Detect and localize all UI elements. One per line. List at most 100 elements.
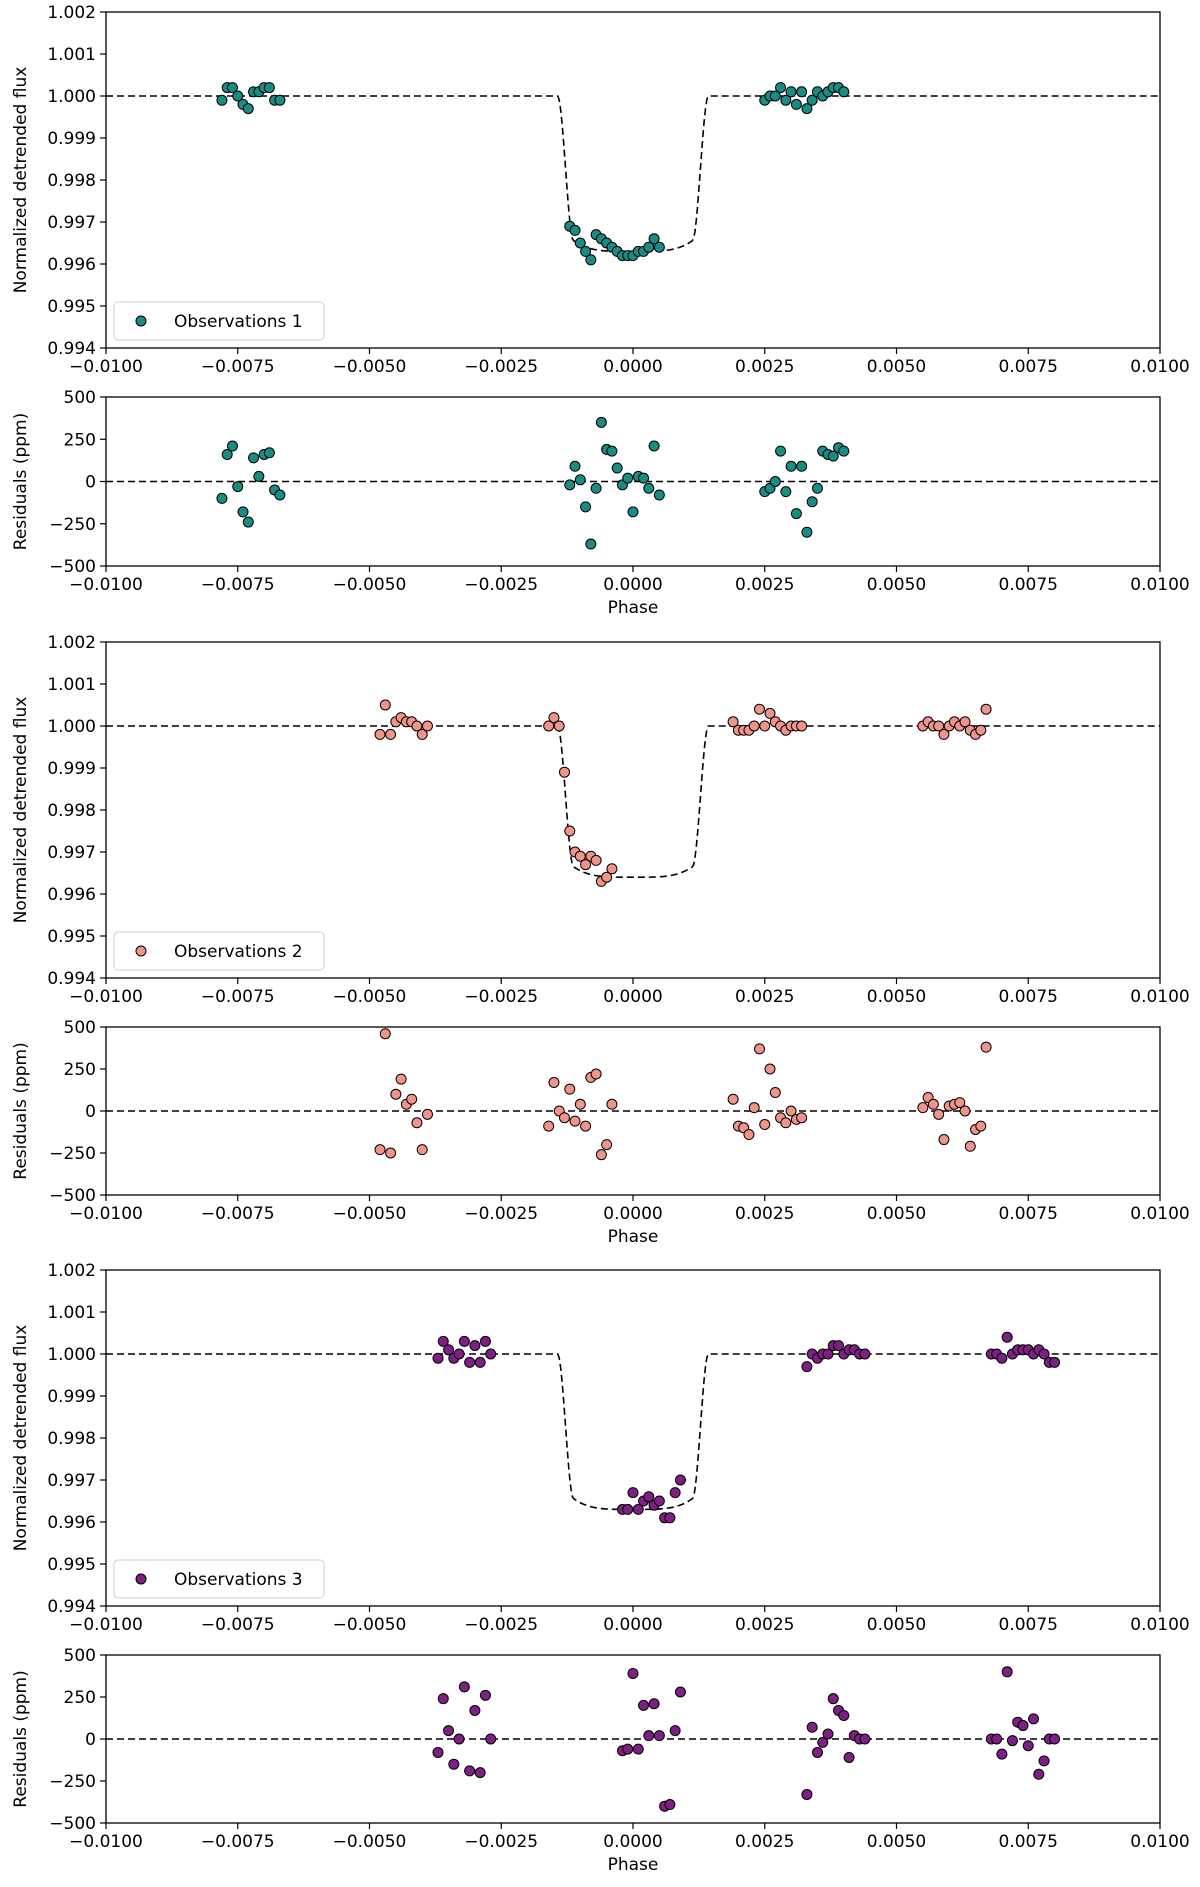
data-point xyxy=(606,1098,618,1110)
y-tick-label: 1.000 xyxy=(47,717,96,737)
data-point xyxy=(669,1487,681,1499)
data-point xyxy=(601,871,613,883)
data-point xyxy=(817,1736,829,1748)
data-point xyxy=(595,416,607,428)
x-tick-label: −0.0100 xyxy=(69,575,143,595)
data-point xyxy=(379,699,391,711)
data-point xyxy=(801,1361,813,1373)
x-tick-label: 0.0100 xyxy=(1130,357,1189,377)
data-point xyxy=(416,1144,428,1156)
x-tick-label: −0.0100 xyxy=(69,1832,143,1852)
data-point xyxy=(785,86,797,98)
x-tick-label: 0.0050 xyxy=(867,1615,926,1635)
data-point xyxy=(1033,1768,1045,1780)
data-point xyxy=(790,508,802,520)
data-point xyxy=(580,501,592,513)
data-point xyxy=(622,472,634,484)
legend-box xyxy=(113,301,325,341)
y-tick-label: 1.002 xyxy=(47,3,96,23)
data-point xyxy=(775,445,787,457)
y-axis-label: Normalized detrended flux xyxy=(11,67,31,294)
data-point xyxy=(458,1681,470,1693)
chart-panel-4-residuals: −0.0100 −0.0075 −0.0050 −0.0025 0.0000 0.0025… xyxy=(11,1018,1190,1247)
data-point xyxy=(811,1746,823,1758)
legend-box xyxy=(113,1559,325,1599)
data-point xyxy=(574,474,586,486)
x-tick-label: 0.0000 xyxy=(603,1615,662,1635)
data-point xyxy=(458,1335,470,1347)
y-tick-label: 0.998 xyxy=(47,1429,96,1449)
data-point xyxy=(474,1767,486,1779)
chart-panel-2-residuals: −0.0100 −0.0075 −0.0050 −0.0025 0.0000 0.0025… xyxy=(11,388,1190,618)
y-tick-label: 0.995 xyxy=(47,297,96,317)
data-point xyxy=(632,1503,644,1515)
data-point xyxy=(232,90,244,102)
data-point xyxy=(558,766,570,778)
data-point xyxy=(248,452,260,464)
data-point xyxy=(785,1105,797,1117)
data-point xyxy=(996,1352,1008,1364)
x-axis-label: Phase xyxy=(608,1855,659,1875)
data-point xyxy=(232,481,244,493)
y-tick-label: 500 xyxy=(64,1646,96,1666)
data-point xyxy=(553,720,565,732)
data-point xyxy=(806,1721,818,1733)
data-point xyxy=(574,237,586,249)
data-point xyxy=(253,470,265,482)
y-tick-label: −250 xyxy=(49,1772,96,1792)
data-point xyxy=(443,1725,455,1737)
data-point xyxy=(543,1120,555,1132)
y-axis-label: Residuals (ppm) xyxy=(11,413,31,550)
data-point xyxy=(838,86,850,98)
data-point xyxy=(648,233,660,245)
data-point xyxy=(759,720,771,732)
data-point xyxy=(1049,1356,1061,1368)
x-tick-label: −0.0075 xyxy=(201,987,275,1007)
data-point xyxy=(827,450,839,462)
data-point xyxy=(801,103,813,115)
y-tick-label: 1.001 xyxy=(47,45,96,65)
x-tick-label: 0.0025 xyxy=(735,1832,794,1852)
y-tick-label: 0.999 xyxy=(47,1387,96,1407)
data-point xyxy=(274,489,286,501)
data-point xyxy=(1001,1331,1013,1343)
x-tick-label: −0.0025 xyxy=(464,987,538,1007)
y-tick-label: 0.997 xyxy=(47,213,96,233)
data-point xyxy=(437,1335,449,1347)
y-tick-label: 250 xyxy=(64,430,96,450)
data-point xyxy=(980,703,992,715)
data-point xyxy=(838,445,850,457)
y-tick-label: 0.994 xyxy=(47,339,96,359)
x-tick-label: 0.0100 xyxy=(1130,987,1189,1007)
data-point xyxy=(674,1686,686,1698)
y-axis-label: Residuals (ppm) xyxy=(11,1670,31,1807)
x-tick-label: 0.0100 xyxy=(1130,1204,1189,1224)
data-point xyxy=(980,1041,992,1053)
y-tick-label: 0.996 xyxy=(47,255,96,275)
x-tick-label: −0.0025 xyxy=(464,1615,538,1635)
x-tick-label: 0.0050 xyxy=(867,987,926,1007)
data-point xyxy=(627,1487,639,1499)
data-point xyxy=(838,1709,850,1721)
data-point xyxy=(606,863,618,875)
y-tick-label: 0.999 xyxy=(47,759,96,779)
data-point xyxy=(479,1689,491,1701)
data-point xyxy=(548,712,560,724)
data-point xyxy=(991,1733,1003,1745)
x-tick-label: 0.0000 xyxy=(603,1204,662,1224)
y-tick-label: 0.994 xyxy=(47,1597,96,1617)
y-tick-label: 250 xyxy=(64,1688,96,1708)
y-tick-label: 500 xyxy=(64,388,96,408)
x-tick-label: −0.0025 xyxy=(464,357,538,377)
data-point xyxy=(242,103,254,115)
data-point xyxy=(416,728,428,740)
data-point xyxy=(606,445,618,457)
data-point xyxy=(226,82,238,94)
y-tick-label: 0.997 xyxy=(47,843,96,863)
data-point xyxy=(421,1108,433,1120)
data-point xyxy=(1017,1720,1029,1732)
x-tick-label: 0.0075 xyxy=(999,1832,1058,1852)
data-point xyxy=(743,1129,755,1141)
y-tick-label: 1.002 xyxy=(47,633,96,653)
data-point xyxy=(590,854,602,866)
